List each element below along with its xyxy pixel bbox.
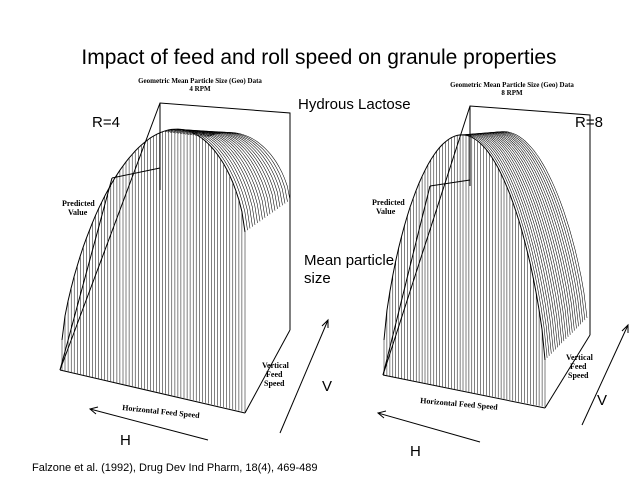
y-axis-label-left-line3: Speed	[264, 379, 285, 388]
direction-arrows-left	[88, 318, 329, 441]
response-label-line2: size	[304, 270, 331, 287]
roll-speed-label-right: R=8	[575, 114, 603, 131]
plot-header-right-line2: 8 RPM	[501, 89, 523, 97]
plot-header-left-line1: Geometric Mean Particle Size (Geo) Data	[138, 77, 262, 85]
z-axis-label-right-line1: Predicted	[372, 198, 405, 207]
v-direction-label-right: V	[597, 392, 608, 409]
plot-header-right-line1: Geometric Mean Particle Size (Geo) Data	[450, 81, 574, 89]
y-axis-label-right-line3: Speed	[568, 371, 589, 380]
h-direction-label-left: H	[120, 432, 131, 449]
material-label: Hydrous Lactose	[298, 96, 411, 113]
h-direction-label-right: H	[410, 443, 421, 460]
roll-speed-label-left: R=4	[92, 114, 120, 131]
z-axis-label-left-line1: Predicted	[62, 199, 95, 208]
plot-header-left-line2: 4 RPM	[189, 85, 211, 93]
z-axis-label-right-line2: Value	[376, 207, 396, 216]
response-label-line1: Mean particle	[304, 252, 395, 269]
slide-title: Impact of feed and roll speed on granule…	[81, 46, 557, 69]
y-axis-label-right-line2: Feed	[570, 362, 587, 371]
z-axis-label-left-line2: Value	[68, 208, 88, 217]
citation: Falzone et al. (1992), Drug Dev Ind Phar…	[32, 462, 318, 474]
plot-box-right	[382, 105, 591, 409]
direction-arrows-right	[376, 323, 629, 443]
y-axis-label-left-line1: Vertical	[262, 361, 290, 370]
v-direction-label-left: V	[322, 378, 333, 395]
plot-box-left	[59, 102, 291, 414]
y-axis-label-left-line2: Feed	[266, 370, 283, 379]
surface-mesh-right	[383, 131, 588, 407]
y-axis-label-right-line1: Vertical	[566, 353, 594, 362]
surface-mesh-left	[61, 128, 291, 412]
x-axis-label-right: Horizontal Feed Speed	[420, 396, 499, 412]
